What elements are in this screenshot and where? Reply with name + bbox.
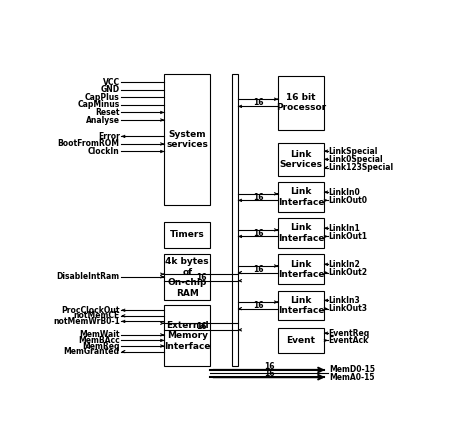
Bar	[164, 254, 210, 300]
Text: EventReq: EventReq	[329, 329, 369, 338]
Text: Link
Services: Link Services	[280, 150, 323, 169]
Text: Link
Interface: Link Interface	[278, 224, 325, 243]
Text: LinkOut1: LinkOut1	[329, 232, 368, 241]
Text: Event: Event	[286, 336, 315, 345]
Bar	[164, 222, 210, 248]
Text: 16: 16	[253, 265, 263, 274]
Text: ClockIn: ClockIn	[88, 147, 120, 156]
Text: MemWait: MemWait	[79, 330, 120, 340]
Text: 16 bit
Processor: 16 bit Processor	[276, 93, 326, 112]
Text: Timers: Timers	[170, 230, 205, 239]
Text: CapMinus: CapMinus	[78, 101, 120, 109]
Text: Analyse: Analyse	[86, 115, 120, 124]
Text: LinkSpecial: LinkSpecial	[329, 147, 378, 155]
Text: 16: 16	[196, 322, 207, 331]
Bar	[278, 143, 324, 176]
Text: GND: GND	[101, 85, 120, 94]
Text: 4k bytes
of
On-chip
RAM: 4k bytes of On-chip RAM	[165, 257, 209, 297]
Text: 16: 16	[264, 369, 274, 378]
Text: 16: 16	[253, 301, 263, 310]
Text: Link0Special: Link0Special	[329, 155, 383, 164]
Text: ProcClockOut: ProcClockOut	[61, 306, 120, 315]
Text: LinkIn2: LinkIn2	[329, 260, 360, 269]
Bar	[164, 74, 210, 205]
Text: Link123Special: Link123Special	[329, 163, 393, 172]
Text: Reset: Reset	[95, 108, 120, 117]
Text: Link
Interface: Link Interface	[278, 187, 325, 207]
Bar	[278, 219, 324, 248]
Text: 16: 16	[264, 362, 274, 371]
Text: Error: Error	[98, 132, 120, 141]
Text: 16: 16	[253, 193, 263, 201]
Bar	[278, 328, 324, 353]
Text: CapPlus: CapPlus	[85, 93, 120, 102]
Text: MemBAcc: MemBAcc	[78, 336, 120, 345]
Bar	[278, 76, 324, 130]
Text: notMemWrB0-1: notMemWrB0-1	[53, 317, 120, 326]
Bar	[278, 254, 324, 284]
Text: Link
Interface: Link Interface	[278, 296, 325, 315]
Bar	[278, 291, 324, 320]
Text: System
services: System services	[166, 130, 208, 150]
Text: LinkOut3: LinkOut3	[329, 304, 368, 313]
Text: notMemCE: notMemCE	[73, 311, 120, 320]
Text: BootFromROM: BootFromROM	[58, 139, 120, 148]
Text: External
Memory
Interface: External Memory Interface	[164, 321, 211, 351]
Text: LinkOut2: LinkOut2	[329, 268, 368, 277]
Text: EventAck: EventAck	[329, 336, 369, 345]
Text: 16: 16	[253, 229, 263, 238]
Bar	[164, 305, 210, 366]
Text: MemGranted: MemGranted	[64, 347, 120, 356]
Text: Link
Interface: Link Interface	[278, 259, 325, 279]
Text: LinkIn3: LinkIn3	[329, 296, 360, 305]
Text: DisableIntRam: DisableIntRam	[56, 272, 120, 281]
Text: MemA0-15: MemA0-15	[330, 373, 375, 382]
Text: LinkIn1: LinkIn1	[329, 224, 360, 233]
Text: LinkOut0: LinkOut0	[329, 196, 368, 205]
Text: VCC: VCC	[102, 78, 120, 87]
Text: MemD0-15: MemD0-15	[330, 366, 375, 374]
Text: 16: 16	[196, 273, 207, 282]
Text: 16: 16	[253, 98, 263, 107]
Text: MemReq: MemReq	[82, 342, 120, 351]
Text: LinkIn0: LinkIn0	[329, 188, 360, 197]
Bar	[232, 74, 238, 366]
Bar	[278, 182, 324, 212]
